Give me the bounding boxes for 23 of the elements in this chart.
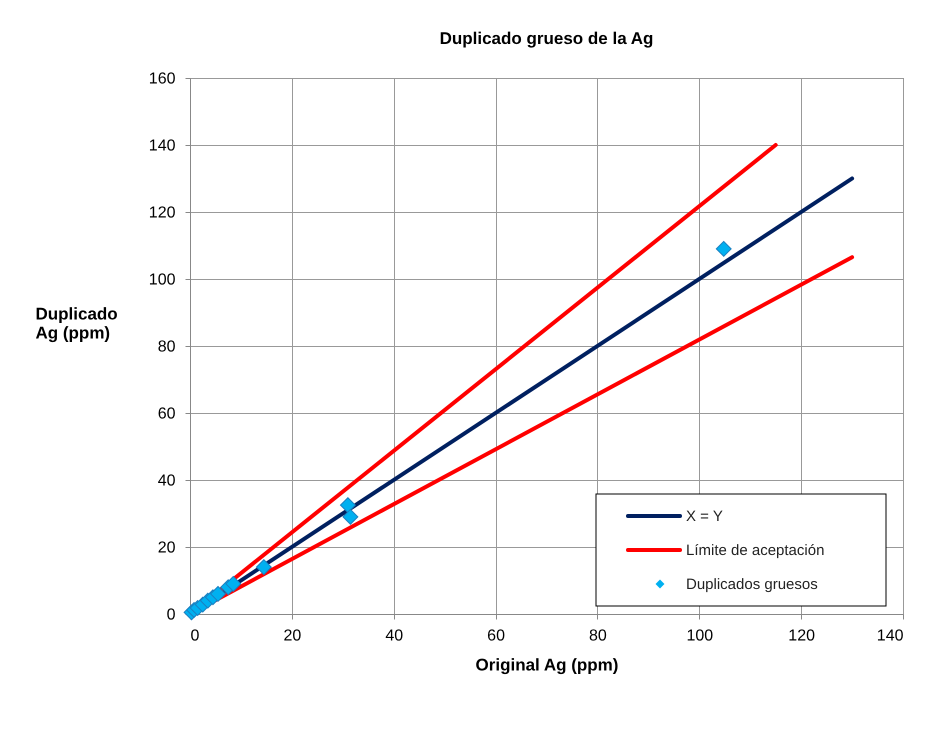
x-tick-label: 0 [190,628,200,644]
legend-label: Duplicados gruesos [686,576,818,593]
y-tick-label: 80 [158,338,176,356]
x-tick-label: 80 [589,628,607,644]
chart-title: Duplicado grueso de la Ag [440,29,654,48]
legend-label: X = Y [686,508,723,525]
y-axis-title: Duplicado Ag (ppm) [36,304,118,342]
x-tick-label: 100 [686,628,714,644]
y-tick-label: 100 [148,272,176,288]
legend-label: Límite de aceptación [686,542,824,559]
x-tick-label: 140 [876,628,904,644]
y-tick-label: 120 [148,204,176,222]
y-tick-label: 60 [158,406,176,422]
y-tick-label: 40 [158,472,176,490]
x-tick-label: 20 [283,628,302,644]
y-tick-label: 0 [166,606,176,624]
x-tick-label: 60 [487,628,506,644]
y-tick-label: 140 [148,138,176,154]
x-axis-title: Original Ag (ppm) [476,656,618,674]
y-tick-label: 160 [148,70,176,88]
x-tick-label: 40 [385,628,404,644]
x-tick-label: 120 [788,628,816,644]
y-tick-label: 20 [158,540,176,556]
